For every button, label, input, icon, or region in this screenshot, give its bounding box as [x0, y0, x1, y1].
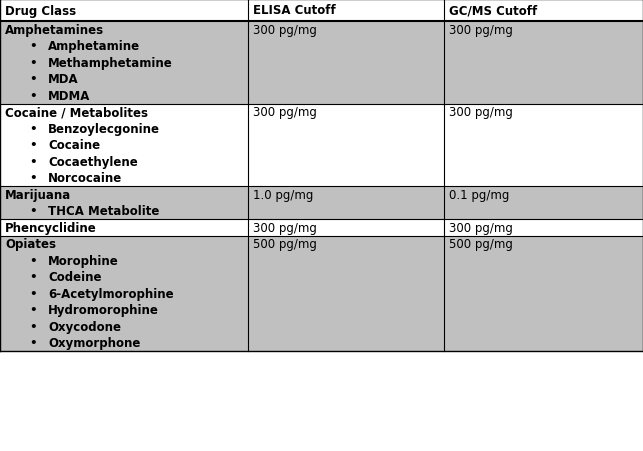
Text: •: •: [29, 254, 37, 267]
Text: 300 pg/mg: 300 pg/mg: [253, 24, 316, 37]
Text: •: •: [29, 304, 37, 317]
Text: 6-Acetylmorophine: 6-Acetylmorophine: [48, 287, 174, 300]
Text: Amphetamine: Amphetamine: [48, 40, 140, 53]
Text: •: •: [29, 156, 37, 168]
Text: •: •: [29, 287, 37, 300]
Text: Benzoylecgonine: Benzoylecgonine: [48, 123, 160, 135]
Text: •: •: [29, 90, 37, 102]
Text: Cocaethylene: Cocaethylene: [48, 156, 138, 168]
Text: 300 pg/mg: 300 pg/mg: [449, 221, 512, 234]
Text: 300 pg/mg: 300 pg/mg: [449, 24, 512, 37]
Bar: [0, 187, 643, 220]
Text: THCA Metabolite: THCA Metabolite: [48, 205, 159, 218]
Text: •: •: [29, 271, 37, 284]
Text: 1.0 pg/mg: 1.0 pg/mg: [253, 189, 313, 201]
Text: Methamphetamine: Methamphetamine: [48, 57, 173, 69]
Text: Drug Class: Drug Class: [5, 5, 77, 18]
Bar: [0, 220, 643, 236]
Text: Phencyclidine: Phencyclidine: [5, 221, 97, 234]
Text: 300 pg/mg: 300 pg/mg: [253, 106, 316, 119]
Text: Marijuana: Marijuana: [5, 189, 71, 201]
Text: Codeine: Codeine: [48, 271, 102, 284]
Text: 500 pg/mg: 500 pg/mg: [253, 238, 316, 251]
Text: •: •: [29, 205, 37, 218]
Text: •: •: [29, 172, 37, 185]
Text: 300 pg/mg: 300 pg/mg: [449, 106, 512, 119]
Text: Cocaine / Metabolites: Cocaine / Metabolites: [5, 106, 148, 119]
Text: •: •: [29, 139, 37, 152]
Text: Oxycodone: Oxycodone: [48, 320, 122, 333]
Bar: [0, 236, 643, 351]
Text: MDMA: MDMA: [48, 90, 91, 102]
Text: •: •: [29, 336, 37, 350]
Text: 300 pg/mg: 300 pg/mg: [253, 221, 316, 234]
Text: Morophine: Morophine: [48, 254, 119, 267]
Text: Amphetamines: Amphetamines: [5, 24, 104, 37]
Text: •: •: [29, 40, 37, 53]
Bar: [0, 104, 643, 187]
Text: Opiates: Opiates: [5, 238, 56, 251]
Text: •: •: [29, 123, 37, 135]
Text: •: •: [29, 73, 37, 86]
Text: 0.1 pg/mg: 0.1 pg/mg: [449, 189, 509, 201]
Text: •: •: [29, 320, 37, 333]
Text: Hydromorophine: Hydromorophine: [48, 304, 159, 317]
Text: ELISA Cutoff: ELISA Cutoff: [253, 5, 336, 18]
Text: GC/MS Cutoff: GC/MS Cutoff: [449, 5, 537, 18]
Text: Cocaine: Cocaine: [48, 139, 100, 152]
Text: Norcocaine: Norcocaine: [48, 172, 122, 185]
Text: •: •: [29, 57, 37, 69]
Text: Oxymorphone: Oxymorphone: [48, 336, 141, 350]
Bar: [0, 0, 643, 22]
Text: MDA: MDA: [48, 73, 79, 86]
Bar: [0, 22, 643, 104]
Text: 500 pg/mg: 500 pg/mg: [449, 238, 512, 251]
